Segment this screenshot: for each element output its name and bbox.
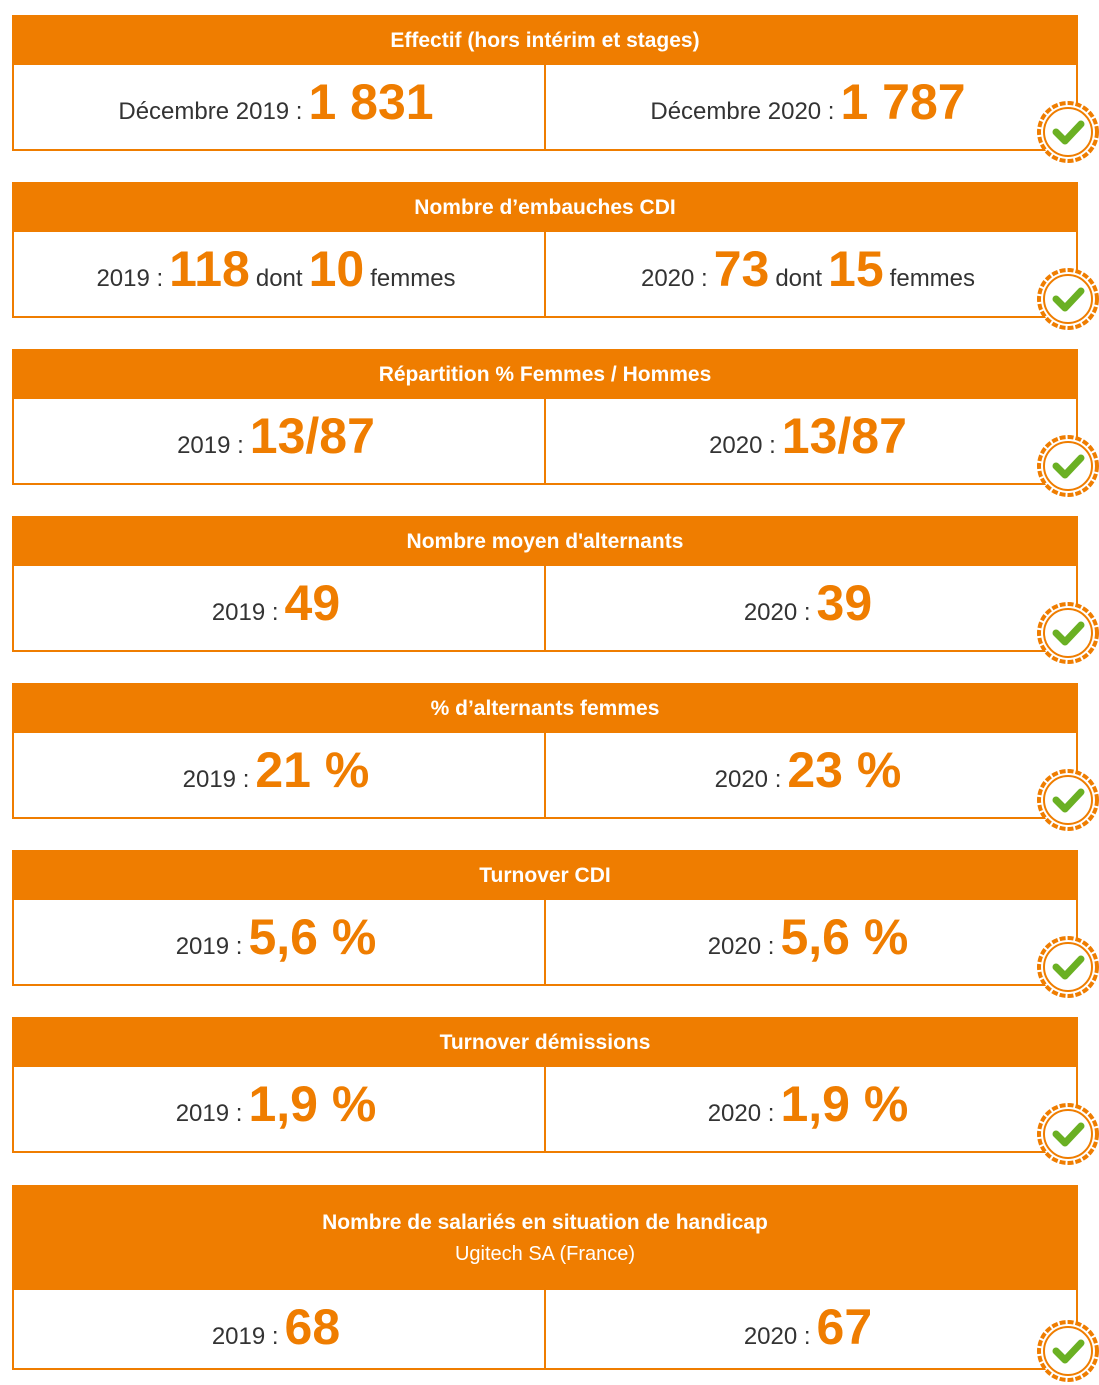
label: 2020 :	[743, 599, 811, 626]
label: 2020 :	[707, 1100, 775, 1127]
value: 15	[828, 241, 884, 297]
check-badge	[1037, 769, 1099, 831]
label: 2019 :	[211, 599, 279, 626]
value-cell: 2019 :118 dont 10 femmes	[14, 232, 544, 316]
kpi-block: Nombre de salariés en situation de handi…	[12, 1185, 1078, 1370]
block-title: Nombre moyen d'alternants	[406, 530, 684, 553]
value: 39	[816, 575, 873, 631]
kpi-block: Turnover démissions 2019 :1,9 % 2020 :1,9 …	[12, 1017, 1078, 1153]
value: 73	[713, 241, 770, 297]
value-cell: 2020 :39	[544, 566, 1076, 650]
block-header: Turnover démissions	[14, 1019, 1076, 1067]
label: dont	[775, 265, 823, 292]
value: 13/87	[781, 408, 907, 464]
value-cell: 2019 :49	[14, 566, 544, 650]
label: 2020 :	[707, 933, 775, 960]
block-row: 2019 :21 % 2020 :23 %	[14, 733, 1076, 817]
value-cell: 2019 :5,6 %	[14, 900, 544, 984]
label: Décembre 2020 :	[650, 98, 835, 125]
kpi-block: Nombre d’embauches CDI 2019 :118 dont 10 fem…	[12, 182, 1078, 318]
value: 67	[816, 1299, 873, 1355]
check-badge	[1037, 936, 1099, 998]
kpi-block: Effectif (hors intérim et stages) Décembr…	[12, 15, 1078, 151]
kpi-block: Répartition % Femmes / Hommes 2019 :13/87…	[12, 349, 1078, 485]
label: 2019 :	[177, 432, 244, 459]
label: 2019 :	[96, 265, 164, 292]
value-cell: 2020 :23 %	[544, 733, 1076, 817]
value: 1 787	[840, 74, 966, 130]
block-title: Nombre d’embauches CDI	[414, 196, 676, 219]
value-cell: 2020 :13/87	[544, 399, 1076, 483]
label: dont	[255, 265, 303, 292]
value: 1 831	[308, 74, 434, 130]
block-row: 2019 :1,9 % 2020 :1,9 %	[14, 1067, 1076, 1151]
block-header: Nombre de salariés en situation de handi…	[14, 1187, 1076, 1290]
label: femmes	[889, 265, 976, 292]
value-cell: Décembre 2020 :1 787	[544, 65, 1076, 149]
value: 5,6 %	[248, 909, 377, 965]
block-row: 2019 :49 2020 :39	[14, 566, 1076, 650]
block-title: Effectif (hors intérim et stages)	[390, 29, 700, 52]
value: 1,9 %	[780, 1076, 909, 1132]
value-cell: 2019 :13/87	[14, 399, 544, 483]
kpi-block: % d’alternants femmes 2019 :21 % 2020 :23 …	[12, 683, 1078, 819]
value: 1,9 %	[248, 1076, 377, 1132]
label: 2019 :	[175, 933, 243, 960]
check-badge	[1037, 602, 1099, 664]
label: 2019 :	[211, 1323, 279, 1350]
check-badge	[1037, 1320, 1099, 1382]
block-row: 2019 :5,6 % 2020 :5,6 %	[14, 900, 1076, 984]
kpi-block: Turnover CDI 2019 :5,6 % 2020 :5,6 %	[12, 850, 1078, 986]
label: 2020 :	[714, 766, 782, 793]
block-row: 2019 :13/87 2020 :13/87	[14, 399, 1076, 483]
value-cell: 2020 :5,6 %	[544, 900, 1076, 984]
block-header: % d’alternants femmes	[14, 685, 1076, 733]
block-header: Répartition % Femmes / Hommes	[14, 351, 1076, 399]
block-header: Nombre d’embauches CDI	[14, 184, 1076, 232]
label: 2019 :	[175, 1100, 243, 1127]
block-header: Effectif (hors intérim et stages)	[14, 17, 1076, 65]
value: 49	[284, 575, 341, 631]
value: 118	[169, 241, 250, 297]
check-badge	[1037, 268, 1099, 330]
block-header: Turnover CDI	[14, 852, 1076, 900]
value-cell: 2019 :1,9 %	[14, 1067, 544, 1151]
block-title: Répartition % Femmes / Hommes	[378, 363, 712, 386]
value-cell: 2020 :1,9 %	[544, 1067, 1076, 1151]
value: 10	[308, 241, 365, 297]
label: 2020 :	[709, 432, 776, 459]
value: 21 %	[255, 742, 370, 798]
value: 23 %	[787, 742, 902, 798]
kpi-block: Nombre moyen d'alternants 2019 :49 2020 :3…	[12, 516, 1078, 652]
label: femmes	[370, 265, 456, 292]
block-row: 2019 :68 2020 :67	[14, 1290, 1076, 1368]
value: 68	[284, 1299, 341, 1355]
value-cell: 2019 :68	[14, 1290, 544, 1368]
check-badge	[1037, 435, 1099, 497]
block-title: Nombre de salariés en situation de handi…	[322, 1211, 768, 1234]
value: 5,6 %	[780, 909, 909, 965]
check-badge	[1037, 1103, 1099, 1165]
block-subtitle: Ugitech SA (France)	[454, 1243, 636, 1265]
value-cell: 2020 :73 dont 15 femmes	[544, 232, 1076, 316]
value-cell: Décembre 2019 :1 831	[14, 65, 544, 149]
value-cell: 2019 :21 %	[14, 733, 544, 817]
label: 2020 :	[743, 1323, 811, 1350]
label: 2020 :	[640, 265, 708, 292]
label: Décembre 2019 :	[118, 98, 303, 125]
block-row: 2019 :118 dont 10 femmes 2020 :73 dont 15 femme…	[14, 232, 1076, 316]
check-badge	[1037, 101, 1099, 163]
value-cell: 2020 :67	[544, 1290, 1076, 1368]
block-header: Nombre moyen d'alternants	[14, 518, 1076, 566]
value: 13/87	[249, 408, 375, 464]
block-title: Turnover démissions	[439, 1031, 651, 1054]
label: 2019 :	[182, 766, 250, 793]
block-title: % d’alternants femmes	[430, 697, 660, 720]
block-title: Turnover CDI	[479, 864, 611, 887]
block-row: Décembre 2019 :1 831 Décembre 2020 :1 787	[14, 65, 1076, 149]
